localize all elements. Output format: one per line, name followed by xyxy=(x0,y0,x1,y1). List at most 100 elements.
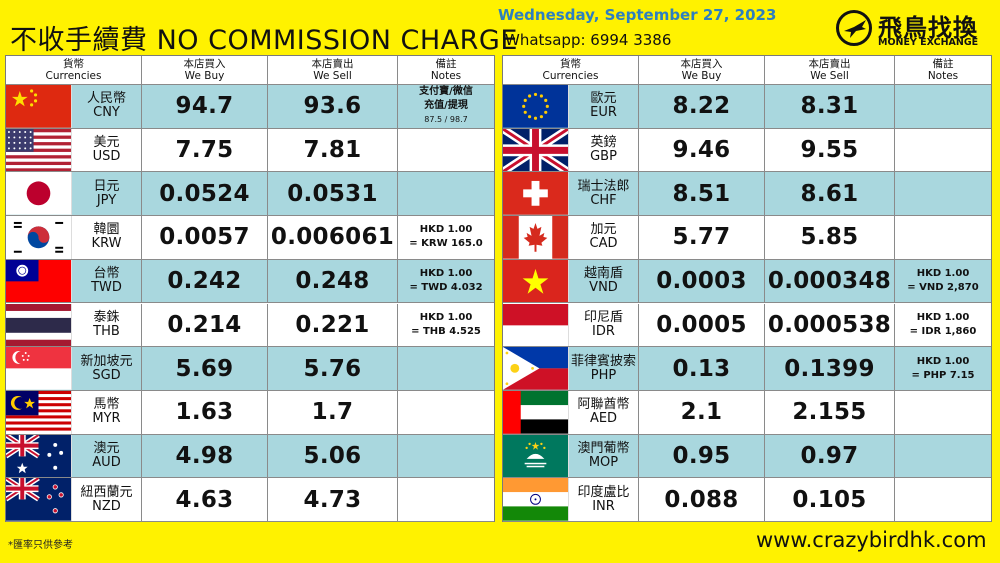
header-notes: 備註 Notes xyxy=(895,56,991,85)
currency-name: 英鎊 GBP xyxy=(569,136,638,164)
table-row: 菲律賓披索 PHP 0.13 0.1399 HKD 1.00 = PHP 7.15 xyxy=(503,347,991,391)
buy-rate-cell: 0.214 xyxy=(142,303,268,348)
header-currency: 貨幣 Currencies xyxy=(503,56,639,85)
currency-name-cn: 馬幣 xyxy=(93,397,120,413)
buy-rate: 8.51 xyxy=(672,180,731,207)
buy-rate-cell: 0.95 xyxy=(639,434,765,479)
note-line-1: HKD 1.00 xyxy=(419,311,473,323)
note-line-1: HKD 1.00 xyxy=(419,268,473,280)
note-line-1: HKD 1.00 xyxy=(419,224,473,236)
table-row: 加元 CAD 5.77 5.85 xyxy=(503,216,991,260)
currency-name: 日元 JPY xyxy=(72,179,141,208)
currency-name-cn: 人民幣 xyxy=(86,91,126,107)
currency-code: SGD xyxy=(92,367,121,383)
sell-rate-cell: 0.000348 xyxy=(765,259,895,304)
table-row: 印度盧比 INR 0.088 0.105 xyxy=(503,478,991,522)
currency-name: 澳元 AUD xyxy=(72,440,141,470)
table-row: 瑞士法郎 CHF 8.51 8.61 xyxy=(503,172,991,217)
notes-cell: HKD 1.00 = VND 2,870 xyxy=(895,259,991,304)
currency-name: 阿聯酋幣 AED xyxy=(569,398,638,426)
buy-rate-cell: 4.98 xyxy=(142,434,268,479)
canada-flag xyxy=(503,216,569,259)
currency-name: 人民幣 CNY xyxy=(72,92,141,120)
currency-name: 台幣 TWD xyxy=(72,267,141,295)
uk-flag xyxy=(503,128,569,172)
header-currency-cn: 貨幣 xyxy=(63,58,84,70)
currency-name-cn: 美元 xyxy=(93,135,120,151)
currency-cell: 韓圜 KRW xyxy=(6,216,142,260)
currency-code: CNY xyxy=(93,105,120,121)
currency-name-cn: 紐西蘭元 xyxy=(80,484,133,500)
sell-rate-cell: 8.31 xyxy=(765,85,895,129)
currency-code: AUD xyxy=(92,454,121,470)
buy-rate: 4.98 xyxy=(175,442,234,469)
buy-rate: 0.0057 xyxy=(159,224,250,251)
buy-rate: 0.0005 xyxy=(656,311,747,338)
notes-cell xyxy=(895,478,991,522)
notes-cell: HKD 1.00 = PHP 7.15 xyxy=(895,347,991,391)
currency-cell: 台幣 TWD xyxy=(6,259,142,304)
header-sell-en: We Sell xyxy=(313,70,352,82)
website-link[interactable]: www.crazybirdhk.com xyxy=(756,528,987,552)
sell-rate: 0.0531 xyxy=(287,180,378,207)
buy-rate: 0.13 xyxy=(672,355,731,382)
header-buy: 本店買入 We Buy xyxy=(142,56,268,85)
table-row: 日元 JPY 0.0524 0.0531 xyxy=(6,172,494,217)
eu-flag xyxy=(503,85,569,128)
indonesia-flag xyxy=(503,303,569,347)
sell-rate-cell: 8.61 xyxy=(765,172,895,217)
currency-name: 越南盾 VND xyxy=(569,267,638,295)
currency-cell: 澳元 AUD xyxy=(6,434,142,479)
sell-rate: 0.000348 xyxy=(767,268,892,295)
currency-cell: 泰銖 THB xyxy=(6,303,142,348)
currency-code: USD xyxy=(92,149,121,165)
sell-rate-cell: 93.6 xyxy=(268,85,398,129)
taiwan-flag xyxy=(6,259,72,303)
table-row: 英鎊 GBP 9.46 9.55 xyxy=(503,128,991,173)
sell-rate-cell: 0.0531 xyxy=(268,172,398,217)
currency-name: 韓圜 KRW xyxy=(72,223,141,251)
header-notes-cn: 備註 xyxy=(932,58,954,70)
currency-cell: 人民幣 CNY xyxy=(6,85,142,129)
buy-rate-cell: 8.51 xyxy=(639,172,765,217)
currency-cell: 印尼盾 IDR xyxy=(503,303,639,348)
sell-rate-cell: 0.248 xyxy=(268,259,398,304)
currency-name-cn: 台幣 xyxy=(93,266,120,282)
currency-cell: 澳門葡幣 MOP xyxy=(503,434,639,479)
currency-cell: 歐元 EUR xyxy=(503,85,639,129)
note-line-3: 87.5 / 98.7 xyxy=(424,115,468,125)
currency-code: INR xyxy=(592,498,615,514)
note-line-2: = VND 2,870 xyxy=(907,282,979,294)
header-currency-en: Currencies xyxy=(542,70,599,82)
table-row: 美元 USD 7.75 7.81 xyxy=(6,128,494,173)
buy-rate: 2.1 xyxy=(680,399,723,426)
note-line-1: HKD 1.00 xyxy=(916,355,970,367)
logo-english-text: MONEY EXCHANGE xyxy=(878,37,979,48)
sell-rate-cell: 0.000538 xyxy=(765,303,895,348)
currency-cell: 加元 CAD xyxy=(503,216,639,260)
currency-name-cn: 韓圜 xyxy=(93,222,120,238)
table-row: 澳門葡幣 MOP 0.95 0.97 xyxy=(503,434,991,479)
currency-name: 澳門葡幣 MOP xyxy=(569,441,638,470)
notes-cell xyxy=(398,478,494,522)
date-label: Wednesday, September 27, 2023 xyxy=(498,6,777,24)
sell-rate-cell: 2.155 xyxy=(765,390,895,435)
buy-rate: 1.63 xyxy=(175,399,234,426)
sell-rate: 0.000538 xyxy=(767,311,892,338)
note-line-1: HKD 1.00 xyxy=(916,268,970,280)
usa-flag xyxy=(6,128,72,172)
notes-cell: HKD 1.00 = IDR 1,860 xyxy=(895,303,991,348)
australia-flag xyxy=(6,434,72,478)
currency-code: NZD xyxy=(92,498,121,514)
logo: 飛鳥找換 MONEY EXCHANGE xyxy=(836,8,996,50)
note-line-2: = IDR 1,860 xyxy=(909,325,977,337)
buy-rate-cell: 0.0524 xyxy=(142,172,268,217)
logo-chinese-text: 飛鳥找換 xyxy=(878,14,978,42)
currency-name: 紐西蘭元 NZD xyxy=(72,484,141,514)
currency-cell: 新加坡元 SGD xyxy=(6,347,142,391)
currency-cell: 英鎊 GBP xyxy=(503,128,639,173)
sell-rate: 8.61 xyxy=(800,180,859,207)
currency-name-cn: 澳元 xyxy=(93,440,120,456)
currency-code: MYR xyxy=(92,411,121,427)
note-line-2: = KRW 165.0 xyxy=(409,238,483,250)
